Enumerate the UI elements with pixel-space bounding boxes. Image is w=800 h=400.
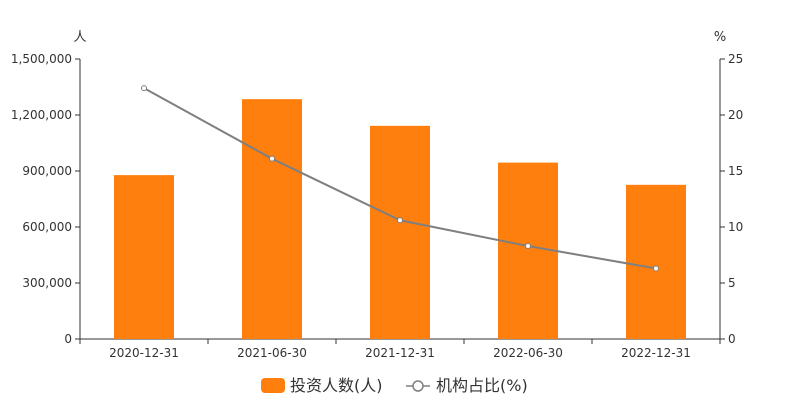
bar [626, 184, 686, 339]
bar-series [114, 99, 686, 340]
right-axis-tick-label: 15 [728, 164, 743, 178]
bar [114, 175, 174, 339]
right-axis-unit: % [714, 30, 726, 45]
left-axis-tick-label: 600,000 [22, 220, 72, 234]
left-axis-tick-label: 1,500,000 [11, 52, 72, 66]
right-axis-tick-label: 20 [728, 108, 743, 122]
right-axis-tick-label: 10 [728, 220, 743, 234]
x-axis-tick-label: 2021-06-30 [237, 346, 307, 360]
legend-bar-swatch [261, 378, 285, 393]
line-point [269, 155, 275, 162]
line-point [653, 265, 659, 272]
left-axis-tick-label: 0 [64, 332, 72, 346]
left-axis-unit: 人 [73, 30, 86, 45]
x-axis-tick-label: 2021-12-31 [365, 346, 435, 360]
right-axis-tick-label: 0 [728, 332, 736, 346]
legend-line-marker [412, 380, 424, 392]
x-axis-tick-label: 2022-06-30 [493, 346, 563, 360]
right-axis-tick-label: 5 [728, 276, 736, 290]
bar [370, 125, 430, 340]
bar [498, 162, 558, 339]
line-series [141, 85, 659, 272]
right-axis: 0 5 10 15 20 25 [719, 52, 743, 346]
right-axis-tick-label: 25 [728, 52, 743, 66]
line-point [141, 85, 147, 92]
left-axis-tick-label: 900,000 [22, 164, 72, 178]
left-axis-tick-label: 300,000 [22, 276, 72, 290]
x-axis: 2020-12-31 2021-06-30 2021-12-31 2022-06-30… [79, 338, 721, 360]
line-point [525, 243, 531, 250]
left-axis: 0 300,000 600,000 900,000 1,200,000 1,500,000 [11, 52, 81, 346]
legend-line-label: 机构占比(%) [436, 376, 528, 395]
line-point [397, 217, 403, 224]
legend[interactable]: 投资人数(人) 机构占比(%) [261, 376, 528, 395]
x-axis-tick-label: 2020-12-31 [109, 346, 179, 360]
legend-bar-label: 投资人数(人) [290, 376, 383, 395]
left-axis-tick-label: 1,200,000 [11, 108, 72, 122]
bar [242, 99, 302, 339]
x-axis-tick-label: 2022-12-31 [621, 346, 691, 360]
